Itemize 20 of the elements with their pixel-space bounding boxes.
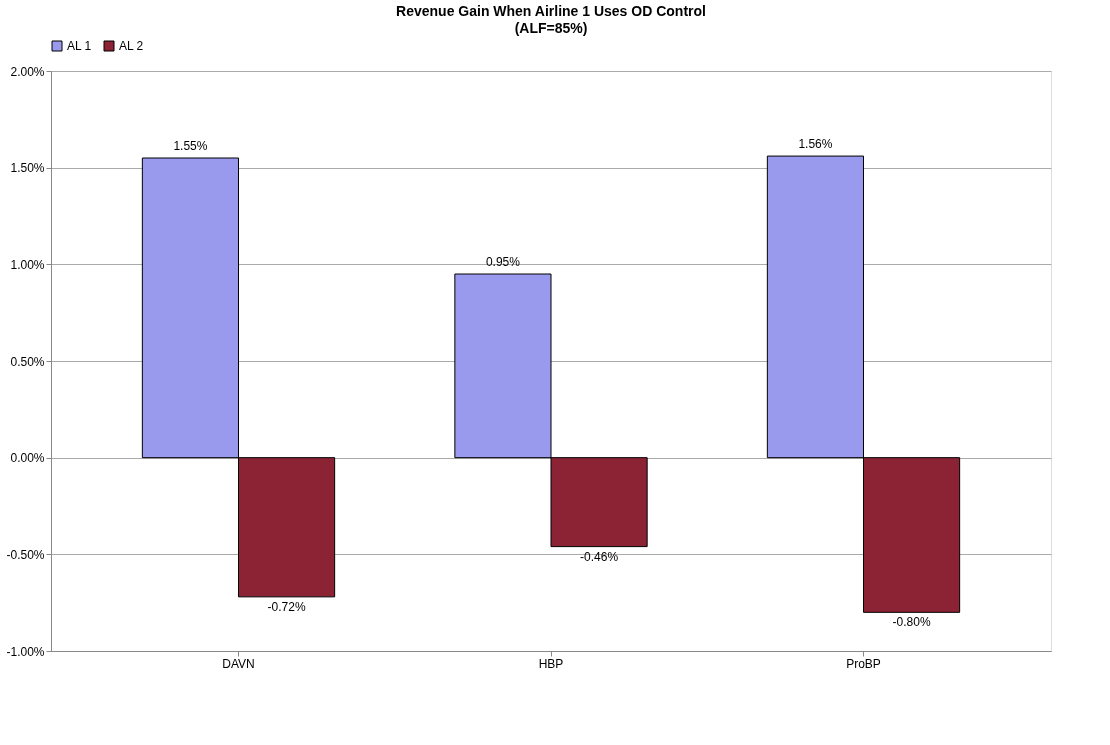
legend-label: AL 1: [67, 39, 92, 53]
legend-label: AL 2: [119, 39, 144, 53]
x-tick-label: HBP: [538, 656, 564, 671]
x-tick-label: DAVN: [222, 656, 255, 671]
chart-subtitle: (ALF=85%): [514, 20, 588, 36]
chart-title: Revenue Gain When Airline 1 Uses OD Control: [396, 3, 706, 19]
y-tick-label: -0.50%: [6, 547, 45, 562]
data-label: 1.56%: [798, 137, 833, 152]
data-label: -0.72%: [267, 599, 306, 614]
y-tick-label: 2.00%: [10, 64, 45, 79]
data-label: 1.55%: [173, 139, 208, 153]
y-tick-label: 1.00%: [10, 257, 45, 272]
data-label: -0.46%: [580, 549, 619, 564]
y-tick-label: 0.00%: [10, 451, 45, 466]
y-tick-label: -1.00%: [6, 644, 45, 659]
x-tick-label: ProBP: [846, 656, 881, 671]
y-tick-label: 1.50%: [10, 161, 45, 176]
data-label: 0.95%: [485, 255, 521, 269]
data-label: -0.80%: [892, 615, 931, 630]
y-tick-label: 0.50%: [10, 354, 45, 369]
